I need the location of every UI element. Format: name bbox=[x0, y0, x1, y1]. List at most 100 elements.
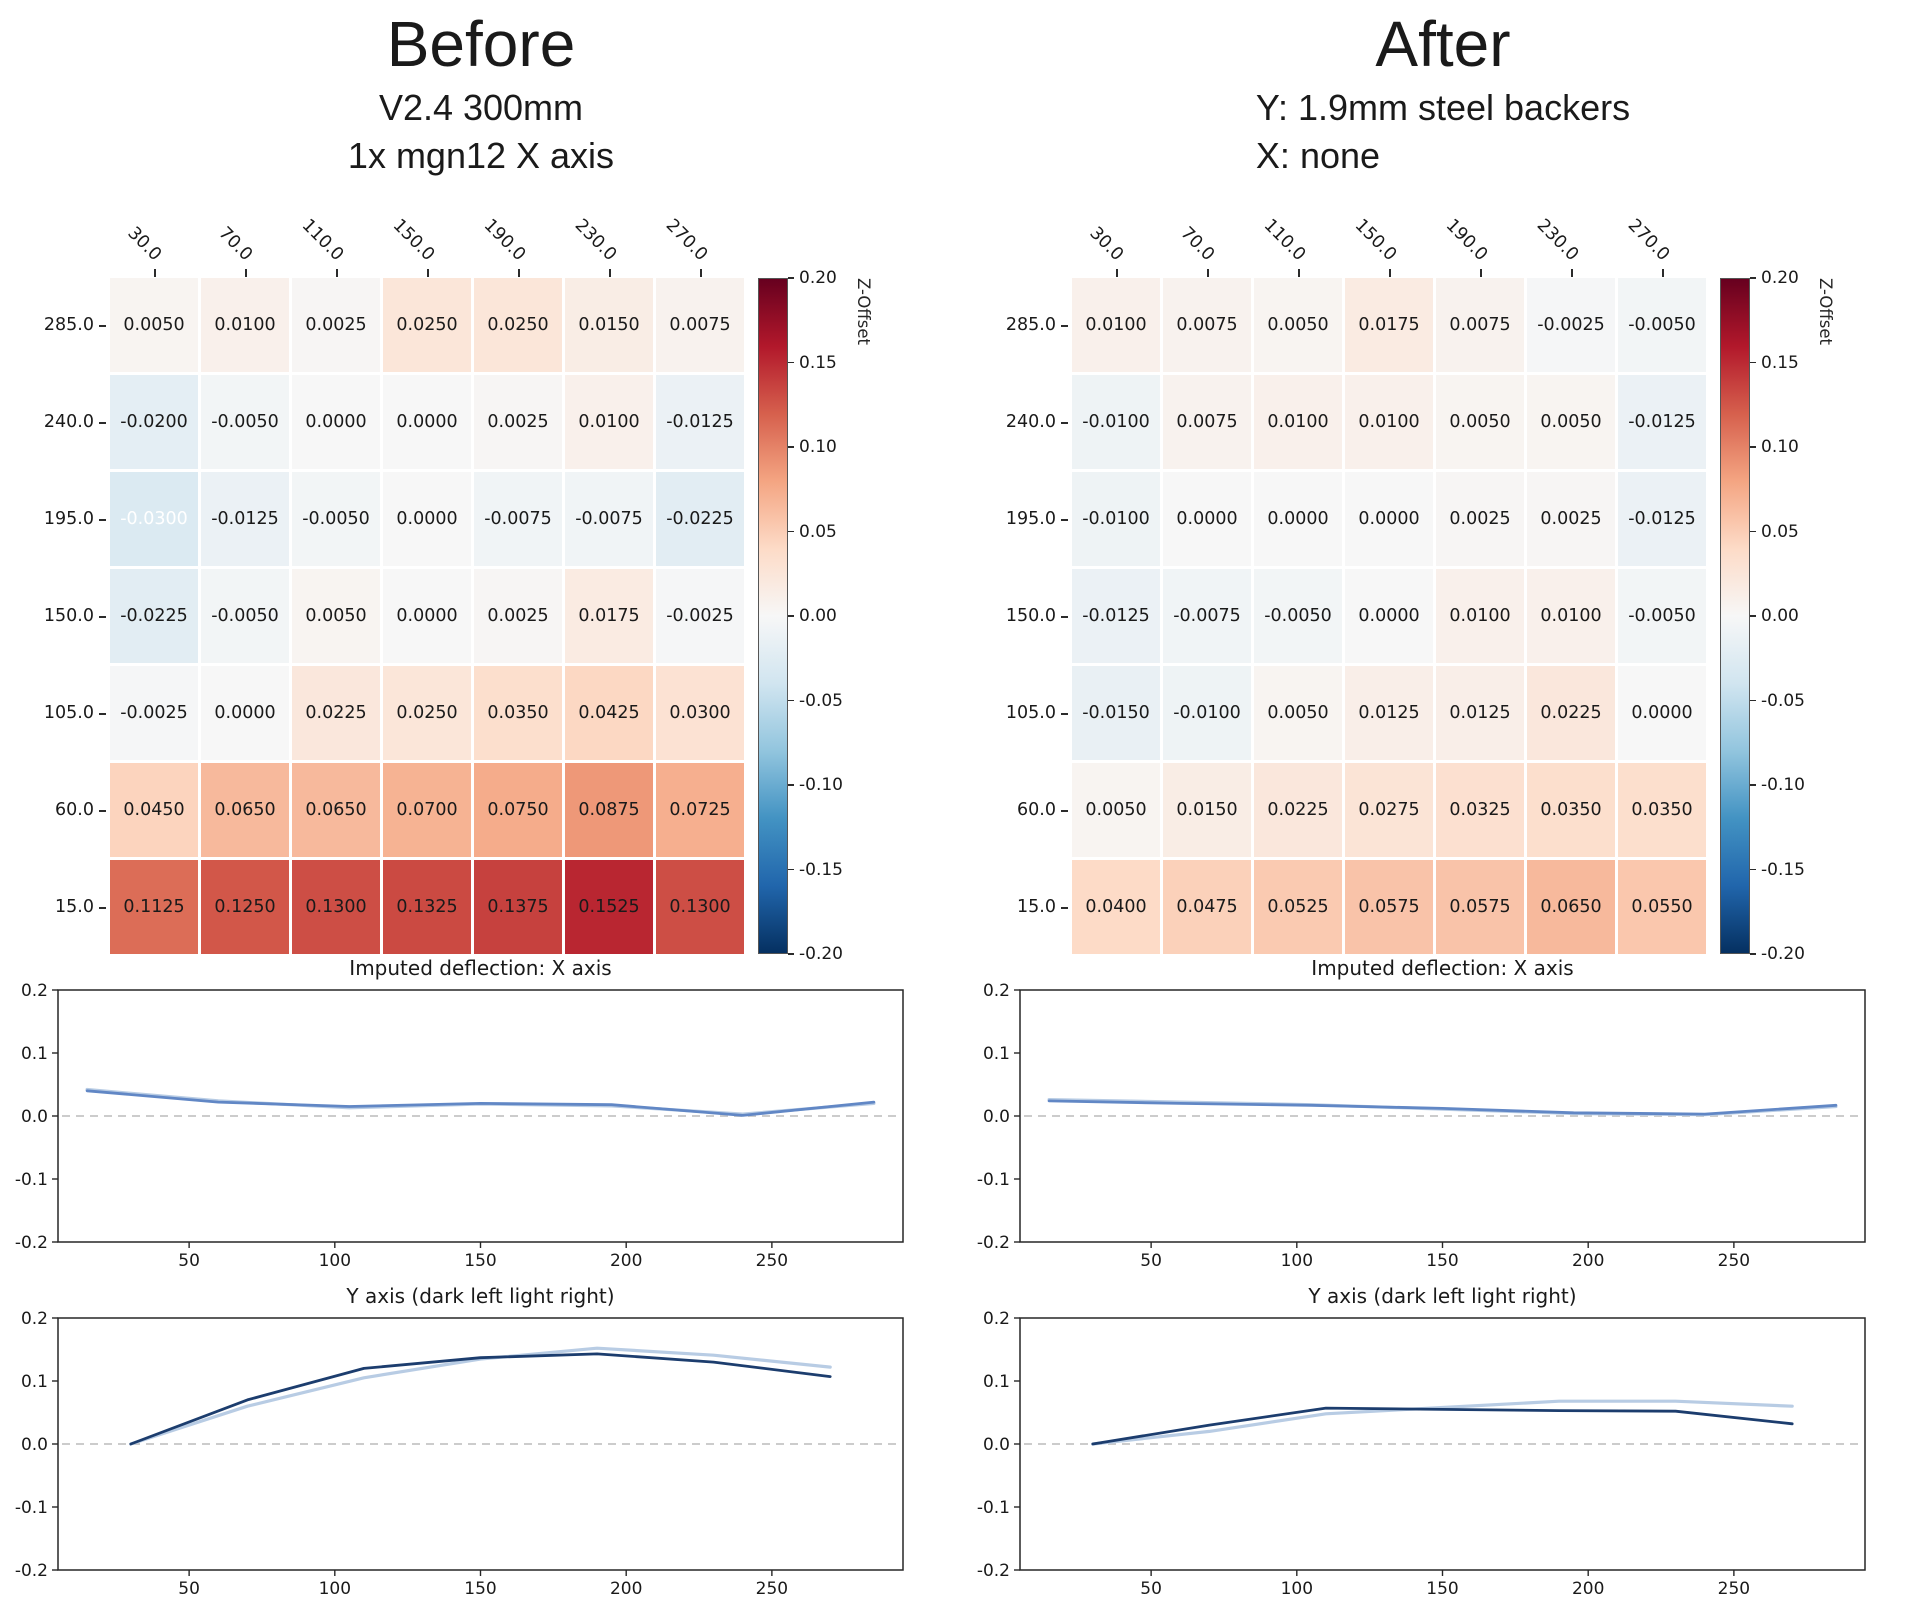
column-tick-label: 190.0 bbox=[1441, 215, 1492, 265]
heatmap-cell: -0.0300 bbox=[110, 472, 198, 566]
colorbar-tick bbox=[1750, 784, 1756, 786]
heatmap-cell: 0.0875 bbox=[565, 763, 653, 857]
colorbar-tick-label: 0.05 bbox=[799, 521, 837, 542]
colorbar-tick-label: -0.15 bbox=[799, 859, 843, 880]
row-tick-label: 150.0 bbox=[1005, 606, 1056, 626]
colorbar-tick-label: -0.05 bbox=[1761, 690, 1805, 711]
after-y-chart-title: Y axis (dark left light right) bbox=[1308, 1284, 1577, 1308]
plot-border bbox=[1019, 989, 1866, 1243]
colorbar-tick bbox=[788, 784, 794, 786]
row-tick bbox=[1061, 422, 1068, 424]
heatmap-cell: 0.0075 bbox=[1436, 278, 1524, 372]
column-tick-label: 70.0 bbox=[1176, 223, 1219, 265]
colorbar-tick bbox=[1750, 530, 1756, 533]
column-tick-label: 270.0 bbox=[1623, 215, 1674, 265]
heatmap-cell: 0.0100 bbox=[565, 375, 653, 469]
row-tick-label: 285.0 bbox=[1005, 315, 1056, 335]
heatmap-cell: 0.0250 bbox=[383, 278, 471, 372]
heatmap-cell: 0.0150 bbox=[1163, 763, 1251, 857]
heatmap-cell: 0.0425 bbox=[565, 666, 653, 760]
after-colorbar: 0.20 0.15 0.10 0.05 0.00 -0.05 -0.10 -0.15 -0.20… bbox=[1720, 268, 1835, 964]
row-tick-label: 105.0 bbox=[43, 703, 94, 723]
after-subtitle-1: Y: 1.9mm steel backers bbox=[1255, 87, 1631, 128]
colorbar-tick bbox=[1750, 868, 1756, 871]
heatmap-cell: 0.0550 bbox=[1618, 860, 1706, 954]
before-y-chart-title: Y axis (dark left light right) bbox=[346, 1284, 615, 1308]
heatmap-cell: 0.0575 bbox=[1345, 860, 1433, 954]
heatmap-cell: -0.0100 bbox=[1072, 375, 1160, 469]
plot-border bbox=[1019, 1317, 1866, 1571]
heatmap-cell: 0.0000 bbox=[1254, 472, 1342, 566]
heatmap-cell: 0.0000 bbox=[1618, 666, 1706, 760]
x-tick-label: 100 bbox=[1281, 1251, 1313, 1271]
heatmap-cell: -0.0125 bbox=[656, 375, 744, 469]
colorbar-ticks: 0.20 0.15 0.10 0.05 0.00 -0.05 -0.10 -0.15 -0.20 bbox=[1750, 268, 1816, 964]
heatmap-cell: 0.1375 bbox=[474, 860, 562, 954]
x-tick-label: 200 bbox=[610, 1579, 642, 1599]
column-tick bbox=[1207, 269, 1209, 277]
heatmap-cell: 0.0050 bbox=[1527, 375, 1615, 469]
colorbar-tick bbox=[788, 868, 794, 871]
x-tick-label: 250 bbox=[1718, 1579, 1750, 1599]
heatmap-cell: 0.0025 bbox=[1436, 472, 1524, 566]
column-tick-label: 270.0 bbox=[661, 215, 712, 265]
heatmap-cell: -0.0200 bbox=[110, 375, 198, 469]
colorbar-tick-label: 0.00 bbox=[1761, 606, 1799, 626]
heatmap-cell: -0.0225 bbox=[656, 472, 744, 566]
y-tick-label: 0.2 bbox=[983, 982, 1010, 1001]
x-tick-label: 200 bbox=[610, 1251, 642, 1271]
x-tick-label: 50 bbox=[178, 1251, 200, 1271]
heatmap-cell: 0.0075 bbox=[1163, 375, 1251, 469]
before-subtitle-1: V2.4 300mm bbox=[378, 87, 584, 128]
heatmap-cell: -0.0050 bbox=[1618, 569, 1706, 663]
row-tick-label: 285.0 bbox=[43, 315, 94, 335]
y-tick-label: -0.2 bbox=[15, 1561, 48, 1581]
heatmap-cell: 0.0225 bbox=[1254, 763, 1342, 857]
x-tick-label: 100 bbox=[319, 1579, 351, 1599]
heatmap-cell: 0.0275 bbox=[1345, 763, 1433, 857]
colorbar-axis-label: Z-Offset bbox=[854, 278, 873, 345]
x-tick-label: 200 bbox=[1572, 1579, 1604, 1599]
colorbar-tick bbox=[788, 953, 794, 955]
column-tick-label: 230.0 bbox=[570, 215, 621, 265]
colorbar-tick-label: 0.20 bbox=[1761, 268, 1799, 288]
y-tick-label: 0.0 bbox=[21, 1107, 48, 1127]
row-tick bbox=[99, 810, 106, 812]
row-tick-label: 240.0 bbox=[43, 412, 94, 432]
colorbar-tick bbox=[788, 277, 794, 279]
heatmap-cell: 0.0000 bbox=[1163, 472, 1251, 566]
colorbar-gradient bbox=[758, 278, 788, 954]
column-tick-label: 190.0 bbox=[479, 215, 530, 265]
heatmap-cell: -0.0050 bbox=[1618, 278, 1706, 372]
heatmap-cell: 0.0150 bbox=[565, 278, 653, 372]
plot-border bbox=[57, 1317, 904, 1571]
heatmap-cell: -0.0025 bbox=[110, 666, 198, 760]
before-column: Before V2.4 300mm 1x mgn12 X axis 30.0 70… bbox=[8, 8, 962, 1599]
row-tick-label: 60.0 bbox=[1017, 800, 1056, 820]
heatmap-cell: 0.0000 bbox=[383, 375, 471, 469]
y-tick-label: 0.1 bbox=[983, 1372, 1010, 1392]
column-tick bbox=[518, 269, 520, 277]
row-tick bbox=[1061, 519, 1068, 521]
column-tick bbox=[336, 269, 338, 277]
after-y-deflection-chart: 0.2 0.1 0.0 -0.1 -0.2 50 100 150 200 250 bbox=[977, 1310, 1866, 1599]
colorbar-tick-label: 0.20 bbox=[799, 268, 837, 288]
colorbar-gradient bbox=[1720, 278, 1750, 954]
after-heatmap-row: 30.0 70.0 110.0 150.0 190.0 230.0 270.0 285.0 0.… bbox=[996, 215, 1924, 964]
y-tick-label: 0.2 bbox=[983, 1310, 1010, 1329]
before-heatmap: 30.0 70.0 110.0 150.0 190.0 230.0 270.0 285.0 0.… bbox=[34, 215, 744, 954]
heatmap-cell: 0.0225 bbox=[1527, 666, 1615, 760]
row-tick-label: 195.0 bbox=[43, 509, 94, 529]
heatmap-cell: 0.0050 bbox=[1254, 666, 1342, 760]
deflection-line-dark bbox=[1047, 1099, 1838, 1116]
colorbar-tick bbox=[1750, 953, 1756, 955]
heatmap-cell: 0.0075 bbox=[1163, 278, 1251, 372]
row-tick-label: 195.0 bbox=[1005, 509, 1056, 529]
heatmap-cell: 0.0075 bbox=[656, 278, 744, 372]
y-tick-label: 0.1 bbox=[21, 1044, 48, 1064]
row-tick bbox=[99, 907, 106, 909]
before-x-chart-block: Imputed deflection: X axis 0.2 0.1 0.0 -0.1… bbox=[8, 956, 962, 1282]
heatmap-cell: 0.0700 bbox=[383, 763, 471, 857]
before-title: Before bbox=[386, 8, 576, 80]
row-tick bbox=[99, 422, 106, 424]
